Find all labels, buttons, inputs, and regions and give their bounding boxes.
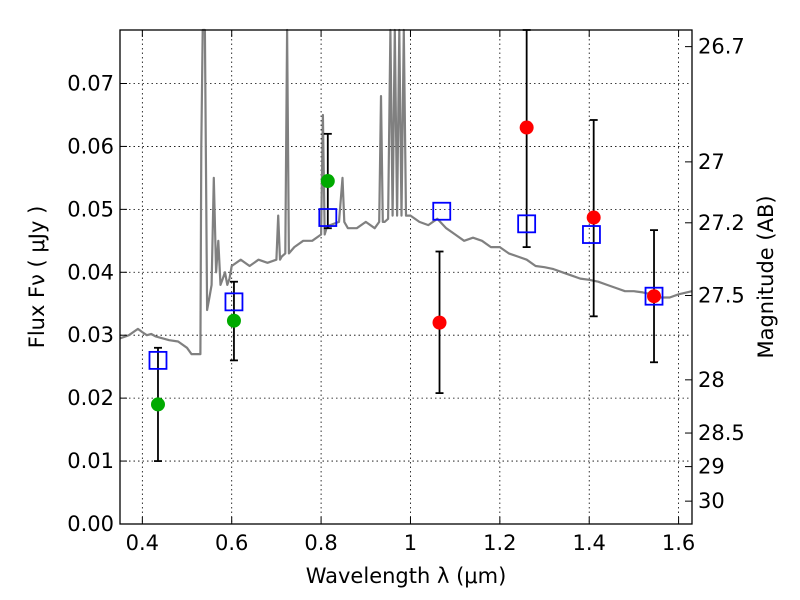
right-axis-ticks: 26.7 27 27.2 27.5 28 28.5 29 30 — [685, 35, 745, 513]
data-point — [320, 174, 335, 189]
model-flux-square — [318, 208, 338, 227]
model-flux-square — [224, 292, 244, 312]
y-tick-label: 0.03 — [67, 323, 114, 347]
right-tick-label: 27.2 — [698, 211, 745, 235]
model-flux-square — [582, 225, 601, 244]
y-axis-label: Flux Fν ( μJy ) — [25, 206, 49, 349]
model-flux-square — [432, 201, 452, 221]
x-tick-label: 1.4 — [573, 531, 606, 555]
x-tick-label: 1.2 — [483, 531, 516, 555]
right-tick-label: 27 — [698, 150, 725, 174]
right-tick-label: 29 — [698, 455, 725, 479]
errorbar-layer — [153, 29, 659, 462]
data-point — [519, 120, 534, 135]
x-tick-label: 1.6 — [662, 531, 695, 555]
right-tick-label: 30 — [698, 489, 725, 513]
data-point — [647, 289, 662, 304]
right-tick-label: 27.5 — [698, 284, 745, 308]
marker-layer — [148, 120, 664, 412]
right-tick-label: 28 — [698, 368, 725, 392]
y-tick-label: 0.07 — [67, 71, 114, 95]
x-tick-label: 0.4 — [126, 531, 159, 555]
data-point — [586, 210, 601, 225]
y-tick-label: 0.05 — [67, 197, 114, 221]
x-tick-label: 1 — [404, 531, 417, 555]
model-flux-square — [148, 350, 168, 370]
x-axis-ticks: 0.4 0.6 0.8 1 1.2 1.4 1.6 — [126, 30, 695, 555]
y-axis-ticks: 0.00 0.01 0.02 0.03 0.04 0.05 0.06 0.07 — [67, 71, 127, 536]
right-tick-label: 26.7 — [698, 35, 745, 59]
x-tick-label: 0.8 — [304, 531, 337, 555]
y-tick-label: 0.00 — [67, 512, 114, 536]
y-tick-label: 0.04 — [67, 260, 114, 284]
data-point — [226, 313, 241, 328]
model-flux-square — [517, 214, 537, 234]
y-tick-label: 0.01 — [67, 449, 114, 473]
spectrum-line — [119, 28, 693, 356]
spectrum-layer — [119, 28, 693, 356]
right-axis-label: Magnitude (AB) — [754, 195, 778, 358]
plot-frame — [119, 29, 693, 525]
y-tick-label: 0.06 — [67, 134, 114, 158]
x-tick-label: 0.6 — [215, 531, 248, 555]
model-flux-square — [644, 286, 664, 306]
x-axis-label: Wavelength λ (μm) — [306, 564, 507, 588]
data-point — [150, 397, 165, 412]
data-point — [432, 315, 447, 330]
y-tick-label: 0.02 — [67, 386, 114, 410]
right-tick-label: 28.5 — [698, 421, 745, 445]
